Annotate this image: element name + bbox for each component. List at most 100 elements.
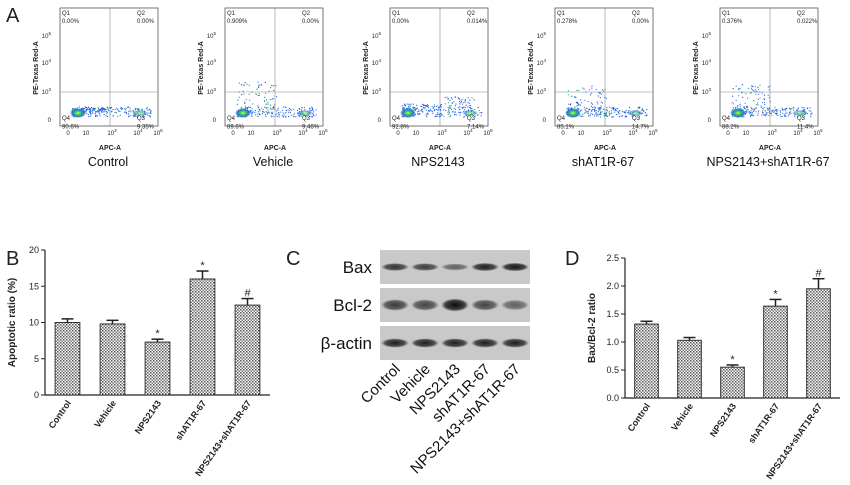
- blot-band: [470, 262, 500, 272]
- x-tick-label: 0: [396, 131, 400, 137]
- bar: [54, 322, 81, 396]
- y-tick-label: 0: [708, 118, 712, 124]
- y-tick-label: 105: [372, 31, 382, 40]
- q2-label: Q2: [467, 11, 476, 17]
- q3-label: Q3: [797, 116, 806, 122]
- q4-label: Q4: [557, 116, 566, 122]
- x-tick-label: 104: [298, 128, 308, 137]
- bar-chart-apoptotic-ratio: 0 5 10 15 20 Apoptotic ratio (%) Control Vehicl…: [7, 245, 270, 478]
- event-density-secondary: [297, 110, 313, 116]
- q4-value: 89.6%: [227, 125, 245, 131]
- event-density-secondary: [132, 110, 148, 116]
- x-tick-label: 10: [248, 131, 255, 137]
- y-tick-label: 103: [372, 87, 382, 96]
- panel-d-letter: D: [565, 248, 579, 270]
- q1-value: 0.00%: [62, 19, 80, 25]
- x-tick-label: 0: [561, 131, 565, 137]
- panel-c-letter: C: [286, 248, 300, 270]
- bar: [189, 278, 216, 396]
- x-tick-label: 104: [628, 128, 638, 137]
- significance-mark: #: [244, 288, 251, 300]
- panel-a-letter: A: [6, 5, 20, 27]
- q4-value: 88.2%: [722, 125, 740, 131]
- q1-value: 0.278%: [557, 19, 578, 25]
- y-tick-label: 2.5: [606, 253, 619, 263]
- bar: [806, 288, 831, 399]
- x-tick-label: 103: [272, 128, 282, 137]
- x-category-label: Control: [626, 401, 653, 433]
- y-axis-label: PE-Texas Red-A: [693, 41, 700, 95]
- q3-value: 9.46%: [302, 125, 320, 131]
- condition-label: Control: [88, 155, 128, 169]
- event-density-core: [235, 108, 251, 118]
- q4-label: Q4: [227, 116, 236, 122]
- x-category-label: Vehicle: [669, 401, 695, 432]
- q2-label: Q2: [302, 11, 311, 17]
- x-tick-label: 103: [107, 128, 117, 137]
- flow-plot: Q10.00%Q20.014%Q492.8%Q37.14%0103104105P…: [363, 7, 493, 169]
- q2-value: 0.00%: [632, 19, 650, 25]
- bar: [634, 323, 659, 399]
- x-tick-label: 105: [483, 128, 493, 137]
- y-tick-label: 0.5: [606, 365, 619, 375]
- x-category-label: Control: [47, 398, 74, 430]
- blot-band: [410, 338, 440, 348]
- event-density-core: [70, 108, 86, 118]
- condition-label: NPS2143: [411, 155, 465, 169]
- q4-value: 90.6%: [62, 125, 80, 131]
- y-axis-label: PE-Texas Red-A: [198, 41, 205, 95]
- blot-band: [380, 299, 410, 311]
- bar: [99, 323, 126, 396]
- x-tick-label: 0: [231, 131, 235, 137]
- q1-label: Q1: [62, 11, 71, 17]
- event-density-core: [565, 108, 581, 118]
- event-density-core: [730, 108, 746, 118]
- q2-label: Q2: [137, 11, 146, 17]
- blot-row: Bax: [343, 250, 530, 284]
- flow-plot: Q10.278%Q20.00%Q485.1%Q314.7%0103104105P…: [528, 7, 658, 169]
- bar: [144, 341, 171, 396]
- q3-label: Q3: [632, 116, 641, 122]
- y-tick-label: 104: [537, 58, 547, 67]
- blot-row-label: Bax: [343, 258, 373, 277]
- blot-row-label: β-actin: [321, 334, 372, 353]
- q3-value: 14.7%: [632, 125, 650, 131]
- q3-label: Q3: [137, 116, 146, 122]
- q4-label: Q4: [62, 116, 71, 122]
- bar-chart-bax-bcl2-ratio: 0.0 0.5 1.0 1.5 2.0 2.5 Bax/Bcl-2 ratio Control…: [587, 253, 840, 481]
- q3-value: 7.14%: [467, 125, 485, 131]
- q1-value: 0.909%: [227, 19, 248, 25]
- q2-label: Q2: [632, 11, 641, 17]
- x-tick-label: 0: [66, 131, 70, 137]
- x-axis-label: APC-A: [594, 145, 616, 152]
- y-tick-label: 103: [207, 87, 217, 96]
- y-axis-label: Bax/Bcl-2 ratio: [587, 293, 598, 363]
- y-tick-label: 15: [29, 281, 39, 291]
- bar: [677, 339, 702, 399]
- q2-value: 0.00%: [302, 19, 320, 25]
- y-tick-label: 103: [702, 87, 712, 96]
- blot-band: [440, 298, 470, 312]
- bar: [234, 304, 261, 396]
- y-tick-label: 0: [213, 118, 217, 124]
- significance-mark: *: [773, 288, 778, 300]
- x-tick-label: 10: [83, 131, 90, 137]
- significance-mark: *: [730, 354, 735, 366]
- y-tick-label: 103: [537, 87, 547, 96]
- blot-band: [440, 338, 470, 348]
- y-axis-label: PE-Texas Red-A: [363, 41, 370, 95]
- flow-plot-frame: [389, 7, 489, 127]
- x-axis-label: APC-A: [264, 145, 286, 152]
- y-tick-label: 0.0: [606, 393, 619, 403]
- y-tick-label: 105: [702, 31, 712, 40]
- y-tick-label: 1.0: [606, 337, 619, 347]
- x-tick-label: 105: [318, 128, 328, 137]
- blot-band: [470, 338, 500, 348]
- blot-band: [500, 338, 530, 348]
- q1-label: Q1: [557, 11, 566, 17]
- y-tick-label: 0: [34, 390, 39, 400]
- x-tick-label: 10: [413, 131, 420, 137]
- x-tick-label: 105: [813, 128, 823, 137]
- event-density-secondary: [627, 110, 643, 116]
- panel-b-letter: B: [6, 248, 19, 270]
